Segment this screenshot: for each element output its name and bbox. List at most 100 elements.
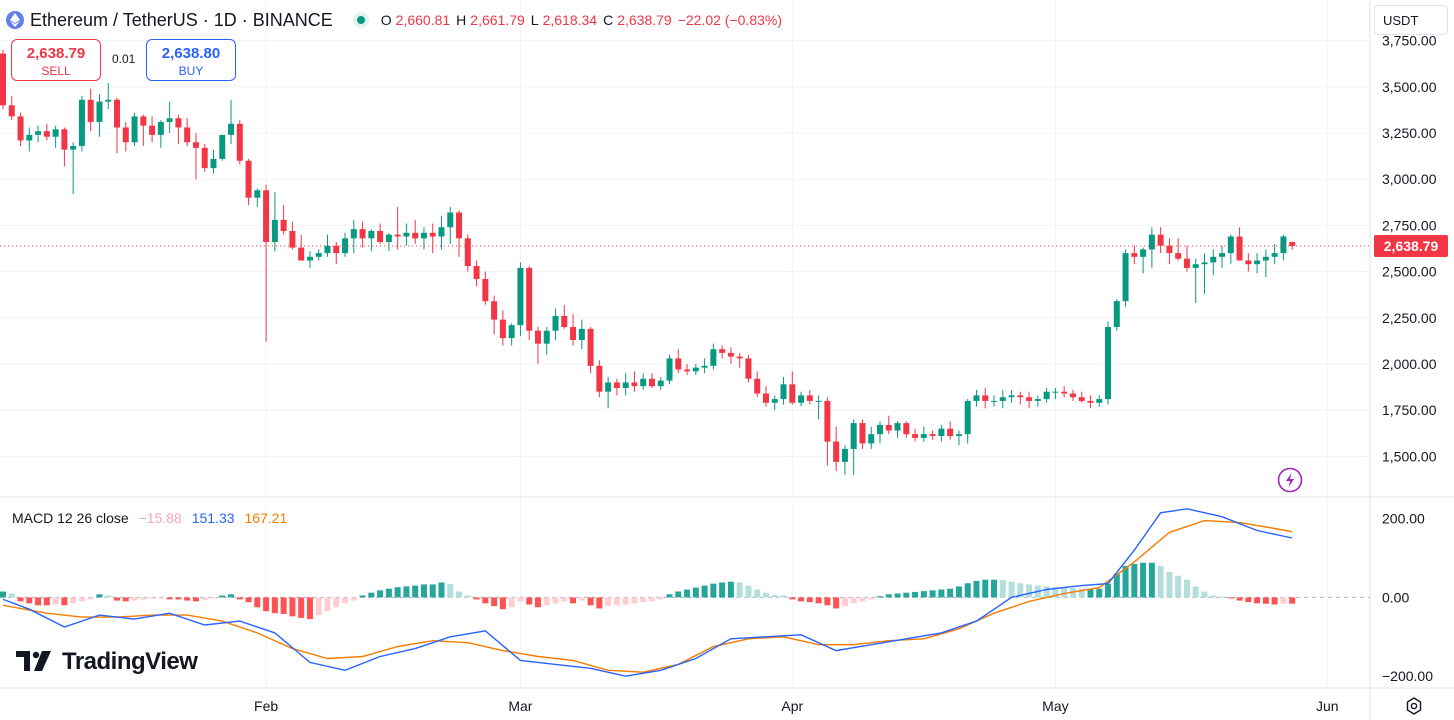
macd-histogram-bar [719,582,726,598]
macd-tick-label: −200.00 [1382,668,1433,684]
candle [824,397,831,466]
macd-histogram-bar [1140,562,1147,598]
candle [745,354,752,383]
macd-histogram-bar [780,595,787,598]
candle-body [491,301,498,320]
macd-histogram-bar [210,597,217,599]
macd-legend-macd: 151.33 [191,510,235,526]
currency-selector[interactable]: USDT [1374,5,1448,35]
macd-legend[interactable]: MACD 12 26 close −15.88 151.33 167.21 [12,510,287,526]
time-tick-label: Apr [781,698,803,714]
candle-body [368,230,375,239]
macd-histogram-bar [947,588,954,598]
buy-button[interactable]: 2,638.80 BUY [146,39,236,81]
last-price-badge [1374,234,1448,257]
candle [1131,245,1138,265]
macd-histogram-bar [280,597,287,614]
macd-histogram-bar [736,582,743,598]
macd-histogram-bar [140,597,147,600]
symbol-title[interactable]: Ethereum / TetherUS · 1D · BINANCE [30,9,333,30]
macd-tick-label: 200.00 [1382,511,1425,527]
macd-histogram-bar [692,587,699,598]
candle [640,373,647,390]
candle [1183,245,1190,272]
price-tick-label: 3,750.00 [1382,33,1437,49]
candle [815,395,822,420]
macd-histogram-bar [368,592,375,598]
candle [1166,238,1173,265]
candle [35,125,42,143]
market-status-icon[interactable] [352,12,369,28]
candle [1043,387,1050,403]
candle [350,219,357,254]
candle-body [122,127,129,143]
candle-body [140,116,147,126]
macd-histogram-bar [868,597,875,600]
candle-body [1148,234,1155,250]
bolt-icon[interactable] [1277,467,1303,493]
candle [534,327,541,364]
tradingview-logo[interactable]: TradingView [16,648,198,676]
price-tick-label: 3,000.00 [1382,171,1437,187]
time-tick-label: Mar [508,698,532,714]
candle [456,210,463,257]
candle-body [999,397,1006,401]
candle [131,112,138,146]
candle-body [587,328,594,366]
macd-histogram-bar [789,597,796,600]
macd-histogram-bar [1122,565,1129,598]
macd-histogram-bar [412,585,419,598]
spread-value: 0.01 [112,52,136,66]
candle [464,234,471,272]
candle [955,430,962,446]
candle [210,149,217,174]
candle-body [70,145,77,150]
candle [1245,253,1252,272]
low-value: 2,618.34 [542,12,598,28]
macd-histogram-bar [482,597,489,604]
candle-body [850,423,857,449]
macd-histogram-bar [543,597,550,606]
macd-histogram-bar [1262,597,1269,604]
macd-histogram-bar [1280,597,1287,604]
macd-histogram-bar [333,597,340,608]
candle [78,96,85,152]
macd-histogram-bar [166,597,173,600]
candle [438,216,445,250]
symbol-header: Ethereum / TetherUS · 1D · BINANCE O 2,66… [6,8,782,32]
candle [114,97,121,154]
macd-histogram-bar [289,597,296,617]
candle-body [833,441,840,462]
macd-legend-hist: −15.88 [138,510,182,526]
candle [491,295,498,335]
macd-histogram-bar [420,584,427,598]
macd-histogram-bar [859,597,866,602]
settings-icon[interactable] [1404,696,1424,716]
candle-body [1078,397,1085,401]
candle-body [157,121,164,135]
candle-body [1201,262,1208,265]
candle-body [1219,253,1226,257]
close-label: C [603,12,614,28]
sell-button[interactable]: 2,638.79 SELL [11,39,101,81]
macd-histogram-bar [149,597,156,599]
candle-body [350,229,357,239]
candle-body [596,365,603,392]
candle [622,373,629,396]
macd-histogram-bar [491,597,498,607]
candle [1271,243,1278,265]
price-tick-label: 2,000.00 [1382,356,1437,372]
candle [1105,321,1112,405]
candle [157,120,164,148]
candle [1236,227,1243,261]
macd-histogram-bar [999,580,1006,598]
candle [999,389,1006,409]
candle-body [8,105,15,117]
candle [1052,387,1059,400]
candle-body [675,358,682,370]
macd-histogram-bar [912,591,919,598]
macd-line [2,508,1293,677]
candle [61,127,68,167]
